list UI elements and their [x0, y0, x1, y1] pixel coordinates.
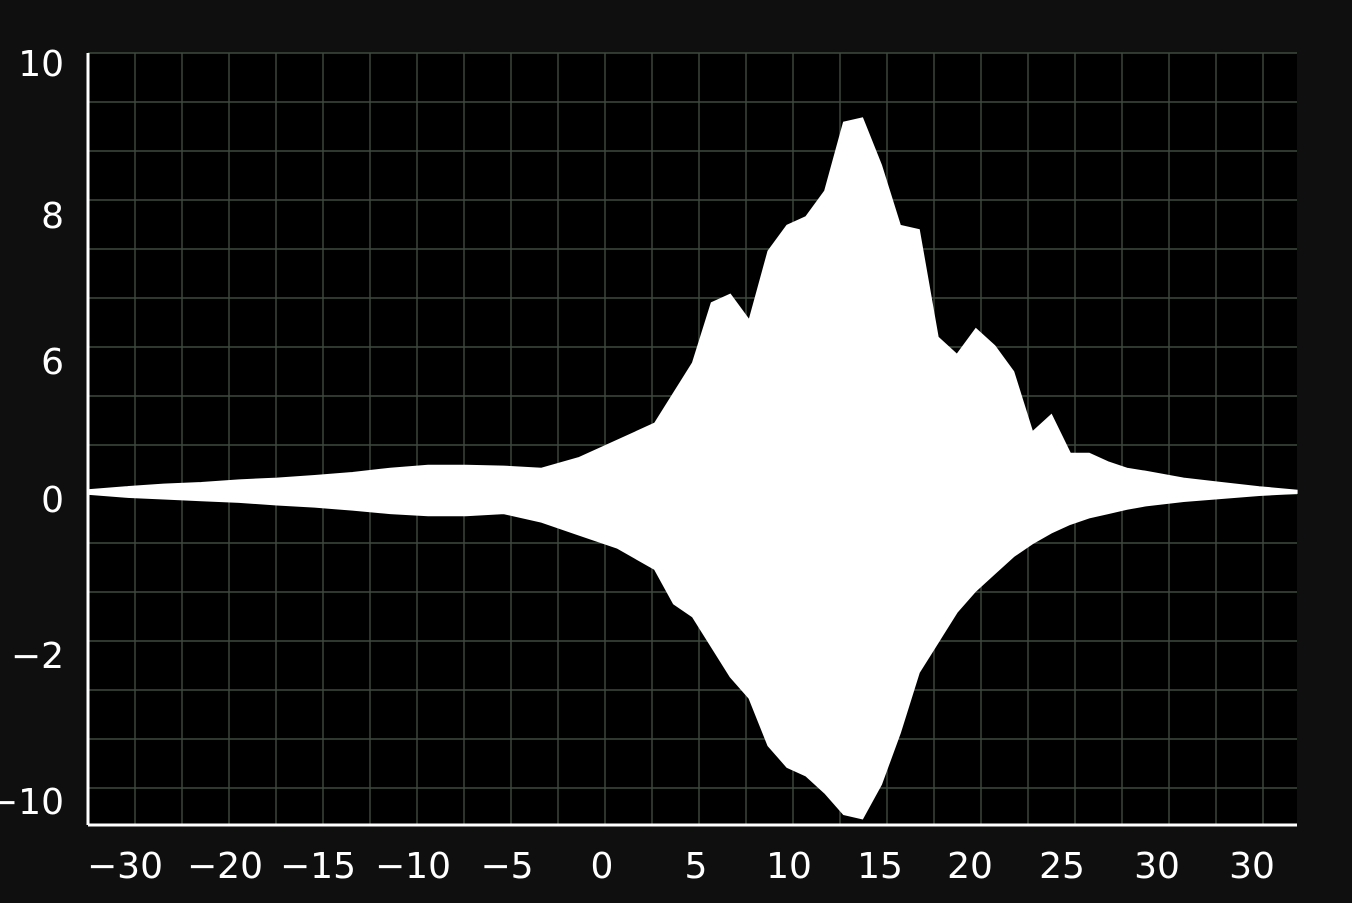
x-tick-label: −5: [480, 846, 533, 887]
y-tick-label: −10: [0, 782, 64, 823]
x-tick-label: 0: [591, 846, 614, 887]
x-tick-label: 30: [1229, 846, 1275, 887]
x-tick-label: 25: [1039, 846, 1085, 887]
x-tick-label: 20: [947, 846, 993, 887]
y-tick-label: 0: [41, 480, 64, 521]
x-tick-label: −30: [87, 846, 163, 887]
y-axis-ticks: 10 8 6 0 −2 −10: [0, 44, 64, 823]
signal-envelope: [87, 117, 1298, 820]
x-tick-label: −15: [280, 846, 356, 887]
x-tick-label: 30: [1134, 846, 1180, 887]
x-tick-label: −20: [187, 846, 263, 887]
x-tick-label: 15: [857, 846, 903, 887]
x-axis-ticks: −30 −20 −15 −10 −5 0 5 10 15 20 25 30 30: [87, 846, 1275, 887]
x-tick-label: −10: [375, 846, 451, 887]
x-tick-label: 10: [766, 846, 812, 887]
signal-layer: [87, 117, 1298, 820]
y-tick-label: −2: [11, 636, 64, 677]
y-tick-label: 8: [41, 196, 64, 237]
y-tick-label: 6: [41, 342, 64, 383]
x-tick-label: 5: [685, 846, 708, 887]
y-tick-label: 10: [18, 44, 64, 85]
